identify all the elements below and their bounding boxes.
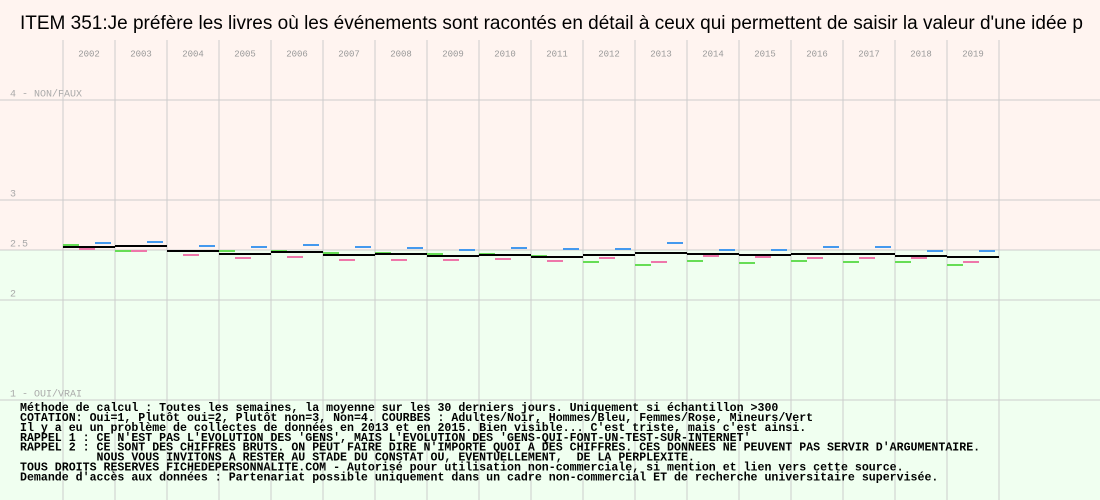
x-tick-label: 2016: [806, 49, 828, 59]
notes: Méthode de calcul : Toutes les semaines,…: [20, 402, 980, 484]
x-tick-label: 2013: [650, 49, 672, 59]
x-tick-label: 2019: [962, 49, 984, 59]
x-tick-label: 2015: [754, 49, 776, 59]
x-tick-label: 2003: [130, 49, 152, 59]
x-tick-label: 2007: [338, 49, 360, 59]
x-tick-label: 2010: [494, 49, 516, 59]
x-tick-label: 2018: [910, 49, 932, 59]
note-line: RAPPEL 1 : CE N'EST PAS L'EVOLUTION DES …: [20, 432, 751, 445]
note-line: TOUS DROITS RESERVES FICHEDEPERSONNALITE…: [20, 461, 904, 474]
note-line: NOUS VOUS INVITONS A RESTER AU STADE DU …: [20, 452, 695, 465]
note-line: Il y a eu un problème de collectes de do…: [20, 422, 806, 435]
grid: 2002 2003 2004 2005 2006 2007 2008 2009 2010 2011…: [0, 40, 1100, 500]
x-tick-label: 2008: [390, 49, 412, 59]
x-tick-label: 2004: [182, 49, 204, 59]
note-line: Méthode de calcul : Toutes les semaines,…: [20, 402, 778, 415]
upper-band: [0, 0, 1100, 250]
note-line: COTATION: Oui=1, Plutôt oui=2, Plutôt no…: [20, 412, 813, 425]
chart-title: ITEM 351:Je préfère les livres où les év…: [20, 13, 1083, 34]
y-tick-label: 3: [10, 190, 16, 201]
x-tick-label: 2012: [598, 49, 620, 59]
x-tick-label: 2009: [442, 49, 464, 59]
note-line: RAPPEL 2 : CE SONT DES CHIFFRES BRUTS. O…: [20, 442, 980, 455]
marks: [63, 241, 999, 266]
x-tick-label: 2014: [702, 49, 724, 59]
x-tick-label: 2005: [234, 49, 256, 59]
note-line: Demande d'accès aux données : Partenaria…: [20, 471, 938, 484]
y-tick-label: 2: [10, 290, 16, 301]
x-tick-label: 2002: [78, 49, 100, 59]
y-tick-label: 1 - OUI/VRAI: [10, 389, 82, 401]
x-tick-label: 2011: [546, 49, 568, 59]
lower-band: [0, 250, 1100, 500]
x-tick-label: 2006: [286, 49, 308, 59]
y-tick-label: 4 - NON/FAUX: [10, 89, 82, 101]
y-tick-label: 2.5: [10, 240, 28, 251]
x-tick-label: 2017: [858, 49, 880, 59]
